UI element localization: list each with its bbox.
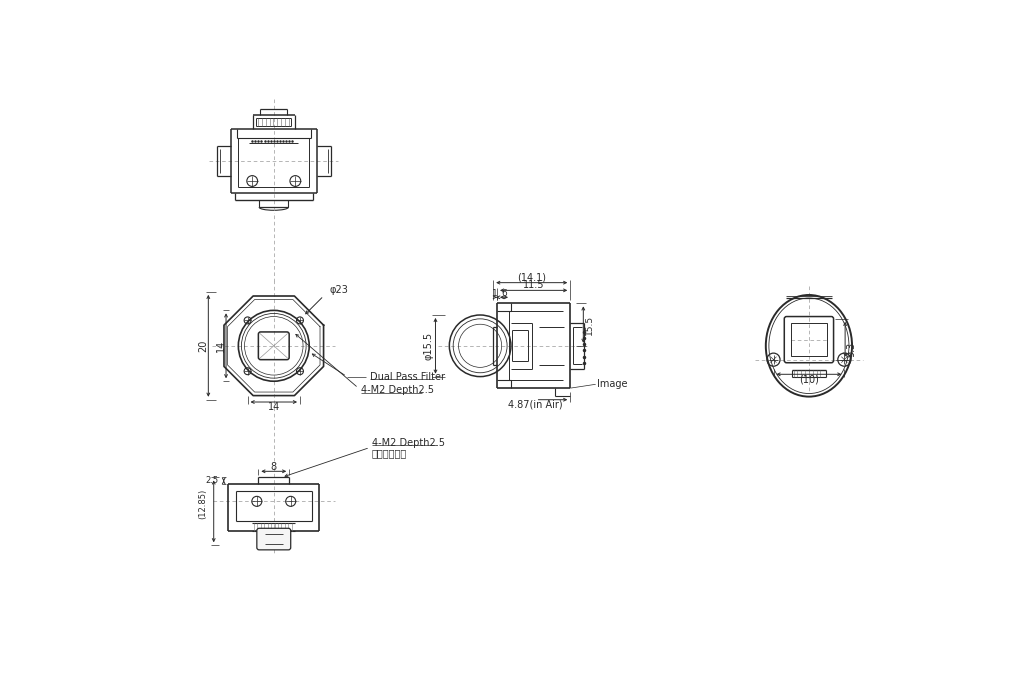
Bar — [791, 323, 827, 356]
Text: 2.5: 2.5 — [205, 477, 218, 485]
Text: 20: 20 — [198, 340, 208, 352]
Text: φ23: φ23 — [330, 285, 349, 295]
Text: 4.87(in Air): 4.87(in Air) — [508, 399, 562, 409]
Text: Dual Pass Filter: Dual Pass Filter — [370, 372, 445, 382]
Text: Image: Image — [597, 379, 627, 389]
Text: φ15.5: φ15.5 — [423, 332, 434, 360]
Text: 6: 6 — [502, 289, 507, 298]
FancyBboxPatch shape — [256, 528, 290, 550]
Text: (14.1): (14.1) — [517, 272, 546, 282]
Text: 8: 8 — [271, 462, 277, 472]
Text: 11.5: 11.5 — [523, 280, 545, 290]
Text: 14: 14 — [216, 340, 227, 352]
Text: (12.85): (12.85) — [199, 489, 208, 519]
Text: 1: 1 — [492, 289, 499, 298]
Text: 4-M2 Depth2.5: 4-M2 Depth2.5 — [372, 438, 445, 448]
Text: 14: 14 — [268, 402, 280, 412]
Text: 15.5: 15.5 — [585, 314, 594, 335]
Text: 对面同一形状: 对面同一形状 — [372, 449, 407, 458]
Text: 9.3: 9.3 — [847, 342, 856, 357]
Text: (10): (10) — [799, 374, 819, 385]
Text: 4-M2 Depth2.5: 4-M2 Depth2.5 — [360, 386, 434, 396]
